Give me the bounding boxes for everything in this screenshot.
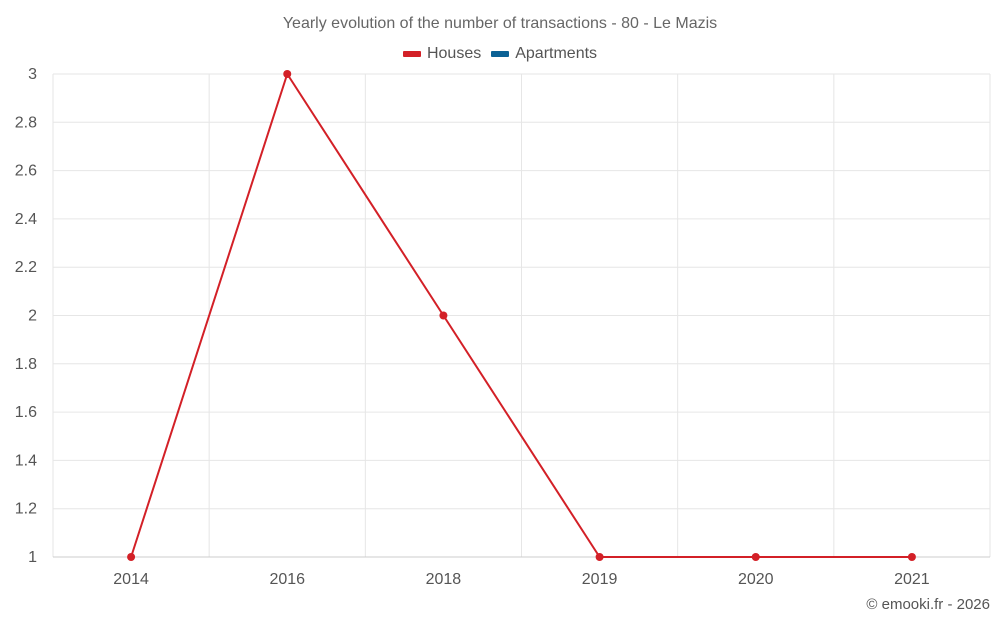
credit-text: © emooki.fr - 2026 — [866, 596, 990, 613]
legend-swatch-apartments — [491, 51, 510, 57]
x-tick-label: 2014 — [113, 571, 149, 588]
x-tick-label: 2020 — [738, 571, 774, 588]
data-point — [595, 553, 604, 561]
data-point — [751, 553, 760, 561]
legend-item-apartments[interactable]: Apartments — [491, 45, 597, 63]
y-tick-label: 2.2 — [15, 259, 37, 276]
data-point — [283, 70, 292, 78]
y-tick-label: 1.2 — [15, 501, 37, 518]
x-tick-label: 2018 — [426, 571, 462, 588]
y-tick-label: 1.8 — [15, 356, 37, 373]
x-tick-label: 2019 — [582, 571, 618, 588]
x-tick-label: 2016 — [269, 571, 305, 588]
data-point — [439, 311, 448, 320]
series-line-houses — [130, 73, 912, 558]
chart-legend: Houses Apartments — [0, 45, 1000, 63]
legend-label-apartments: Apartments — [515, 45, 598, 62]
data-point — [127, 553, 136, 561]
y-tick-label: 1.6 — [15, 404, 37, 421]
y-tick-label: 1 — [28, 549, 37, 566]
y-tick-label: 3 — [28, 66, 37, 83]
legend-label-houses: Houses — [426, 45, 482, 62]
legend-item-houses[interactable]: Houses — [402, 45, 482, 63]
x-tick-label: 2021 — [894, 571, 930, 588]
y-tick-label: 2.4 — [15, 211, 37, 228]
y-tick-label: 2.8 — [15, 114, 37, 131]
y-tick-label: 2.6 — [15, 163, 37, 180]
data-point — [907, 553, 916, 561]
legend-swatch-houses — [402, 51, 421, 57]
chart-title: Yearly evolution of the number of transa… — [282, 15, 718, 32]
y-tick-label: 1.4 — [15, 452, 37, 469]
y-tick-label: 2 — [28, 308, 37, 325]
